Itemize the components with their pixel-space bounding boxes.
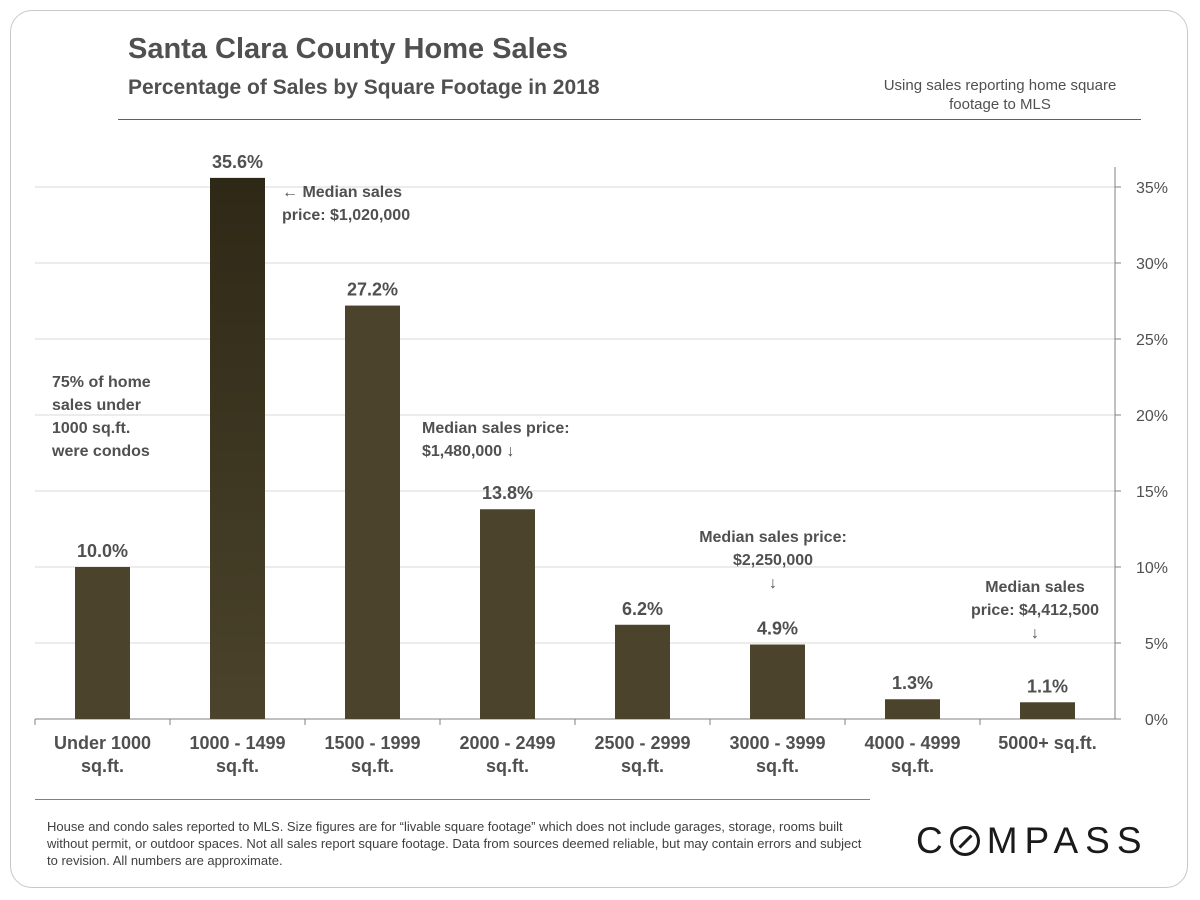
logo-o-icon xyxy=(949,826,980,856)
annotation-median-3000: Median sales price: $2,250,000 ↓ xyxy=(688,526,858,595)
annotation-line: 1000 sq.ft. xyxy=(52,420,131,437)
data-label: 1.1% xyxy=(1027,676,1068,696)
source-note: Using sales reporting home square footag… xyxy=(883,77,1117,113)
y-tick-label: 30% xyxy=(1136,256,1168,273)
data-label: 1.3% xyxy=(892,673,933,693)
chart-subtitle: Percentage of Sales by Square Footage in… xyxy=(128,76,600,99)
annotation-line: ← Median sales xyxy=(282,184,403,201)
compass-logo: C MPASS xyxy=(916,820,1149,862)
logo-letters: MPASS xyxy=(986,820,1149,861)
logo-letter-c: C xyxy=(916,820,950,861)
data-label: 35.6% xyxy=(212,152,263,172)
data-label: 6.2% xyxy=(622,599,663,619)
annotation-line: Median sales xyxy=(985,579,1085,596)
category-label-line2: sq.ft. xyxy=(486,756,529,776)
annotation-median-5000: Median sales price: $4,412,500 ↓ xyxy=(960,576,1110,645)
footnote: House and condo sales reported to MLS. S… xyxy=(47,819,862,868)
bar xyxy=(750,644,805,719)
annotation-line: 75% of home xyxy=(52,374,151,391)
category-label-line2: sq.ft. xyxy=(81,756,124,776)
data-label: 27.2% xyxy=(347,280,398,300)
category-label-line2: sq.ft. xyxy=(216,756,259,776)
annotation-line: price: $1,020,000 xyxy=(282,207,411,224)
bar xyxy=(75,567,130,719)
category-label: 2000 - 2499 xyxy=(459,733,555,753)
category-label: 1000 - 1499 xyxy=(189,733,285,753)
annotation-line: $1,480,000 ↓ xyxy=(422,443,515,460)
y-tick-label: 10% xyxy=(1136,560,1168,577)
category-label-line2: sq.ft. xyxy=(621,756,664,776)
category-label: 2500 - 2999 xyxy=(594,733,690,753)
y-tick-label: 5% xyxy=(1145,636,1168,653)
data-label: 13.8% xyxy=(482,483,533,503)
annotation-median-2000: Median sales price: $1,480,000 ↓ xyxy=(422,417,570,463)
bar xyxy=(210,177,265,719)
y-tick-label: 15% xyxy=(1136,484,1168,501)
category-label-line2: sq.ft. xyxy=(351,756,394,776)
category-label-line2: sq.ft. xyxy=(891,756,934,776)
annotation-condos: 75% of home sales under 1000 sq.ft. were co… xyxy=(52,371,151,463)
bar xyxy=(480,509,535,719)
bar xyxy=(345,305,400,719)
annotation-line: Median sales price: xyxy=(422,420,570,437)
category-label: 5000+ sq.ft. xyxy=(998,733,1097,753)
y-tick-label: 35% xyxy=(1136,180,1168,197)
annotation-line: sales under xyxy=(52,397,141,414)
category-label: 3000 - 3999 xyxy=(729,733,825,753)
annotation-median-1000: ← Median sales price: $1,020,000 xyxy=(282,181,410,227)
data-label: 10.0% xyxy=(77,541,128,561)
chart-frame xyxy=(10,10,1188,888)
bar xyxy=(885,699,940,719)
title-divider xyxy=(118,119,1141,120)
category-label-line2: sq.ft. xyxy=(756,756,799,776)
annotation-line: were condos xyxy=(52,443,150,460)
y-tick-label: 20% xyxy=(1136,408,1168,425)
category-label: 4000 - 4999 xyxy=(864,733,960,753)
chart-title: Santa Clara County Home Sales xyxy=(128,33,568,65)
y-tick-label: 25% xyxy=(1136,332,1168,349)
bar xyxy=(615,624,670,719)
annotation-line: ↓ xyxy=(769,575,777,592)
annotation-line: $2,250,000 xyxy=(732,552,814,569)
annotation-line: ↓ xyxy=(1031,625,1039,642)
category-label: 1500 - 1999 xyxy=(324,733,420,753)
bar xyxy=(1020,702,1075,719)
annotation-line: price: $4,412,500 xyxy=(970,602,1100,619)
annotation-line: Median sales price: xyxy=(699,529,847,546)
data-label: 4.9% xyxy=(757,619,798,639)
footnote-divider xyxy=(35,799,870,800)
y-tick-label: 0% xyxy=(1145,712,1168,729)
category-label: Under 1000 xyxy=(54,733,151,753)
